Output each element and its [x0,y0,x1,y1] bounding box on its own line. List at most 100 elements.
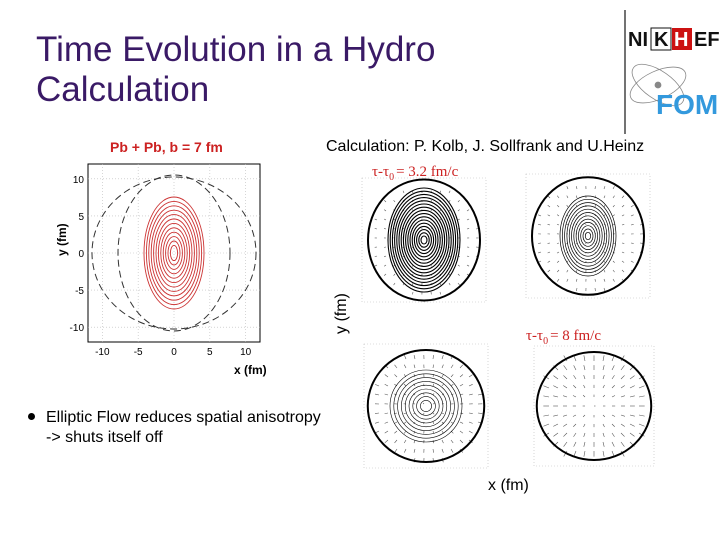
density-contour [411,222,437,258]
flow-arrow [394,448,398,453]
flow-arrow [547,214,551,217]
flow-arrow [638,423,645,427]
flow-arrow [602,394,606,398]
flow-arrow [432,354,434,360]
flow-arrow [403,421,407,424]
flow-arrow [583,355,586,362]
flow-arrow [603,195,606,199]
flow-arrow [575,269,578,273]
logo-h-box: H [672,28,692,51]
flow-arrow [563,432,568,437]
flow-arrow [572,414,577,417]
density-contour [573,215,603,257]
density-contour [561,198,615,274]
flow-arrow [583,432,586,438]
flow-arrow [403,364,407,369]
flow-arrow [620,365,625,371]
flow-arrow [403,383,407,387]
flow-arrow [441,354,444,360]
flow-arrow [441,439,444,444]
flow-arrow [466,228,470,230]
flow-arrow [374,421,380,424]
flow-arrow [553,432,559,437]
density-contour [387,187,461,293]
left-plot-frame [87,163,261,343]
flow-arrow [566,223,569,226]
flow-arrow [556,260,560,263]
flow-arrow [459,412,464,414]
flow-arrow [466,255,470,258]
right-plot-ylabel: y (fm) [333,293,350,334]
flow-arrow [441,383,444,387]
flow-arrow [403,430,407,434]
density-contour [575,218,601,254]
flow-arrow [602,365,605,371]
flow-arrow [384,200,387,203]
density-contour [420,400,432,412]
flow-arrow [402,190,405,194]
flow-arrow [611,395,616,398]
flow-arrow [404,448,407,453]
flow-arrow [630,214,634,217]
flow-arrow [538,224,542,226]
density-contour [559,195,617,277]
flow-arrow [562,414,568,417]
flow-arrow [432,448,434,453]
flow-arrow [468,412,473,414]
flow-arrow [374,384,380,387]
flow-arrow [583,423,586,428]
flow-arrow [563,365,568,371]
flow-arrow [621,260,625,263]
flow-arrow [611,414,616,417]
density-contour [420,235,428,245]
title-line-1: Time Evolution in a Hydro [36,30,436,69]
flow-arrow [384,421,389,424]
flow-arrow [611,450,615,457]
flow-arrow [556,251,560,254]
flow-arrow [638,385,645,389]
flow-arrow [413,448,416,453]
fluid-boundary [367,178,481,302]
flow-arrow [459,430,464,434]
flow-arrow [450,374,454,378]
flow-arrow [457,209,460,212]
flow-arrow [374,264,378,267]
flow-arrow [573,423,577,427]
fluid-boundary [366,349,486,463]
flow-arrow [611,375,615,380]
contour-line [167,240,181,266]
flow-arrow [432,421,435,425]
flow-arrow [611,441,615,447]
right-plot-xlabel: x (fm) [488,477,529,494]
flow-arrow [638,395,645,398]
right-label-late: τ-τ0 = 8 fm/c [526,328,601,347]
flow-arrow [413,364,416,369]
logo-text-ni: NI [628,29,648,51]
flow-arrow [620,414,626,417]
flow-arrow [583,374,586,380]
flow-arrow [477,412,483,414]
flow-arrow [448,199,451,203]
flow-arrow [374,218,378,221]
density-contour [571,212,605,260]
density-contour [391,193,457,287]
flow-arrow [638,414,645,417]
density-contour [401,381,451,431]
flow-arrow [404,354,407,360]
panel-bottom-right [533,345,655,467]
flow-arrow [611,423,615,427]
flow-arrow [441,412,445,415]
flow-arrow [441,448,444,453]
flow-arrow [441,364,444,369]
flow-arrow [477,393,483,396]
left-y-tick-label: -10 [70,323,85,334]
left-inner-dashed [117,174,231,332]
contour-line [143,196,205,310]
flow-arrow [466,209,470,212]
flow-arrow [374,255,378,258]
flow-arrow [553,375,559,380]
flow-arrow [620,423,625,427]
flow-arrow [602,441,605,447]
flow-arrow [557,195,560,199]
logo-text-k: K [654,29,669,51]
